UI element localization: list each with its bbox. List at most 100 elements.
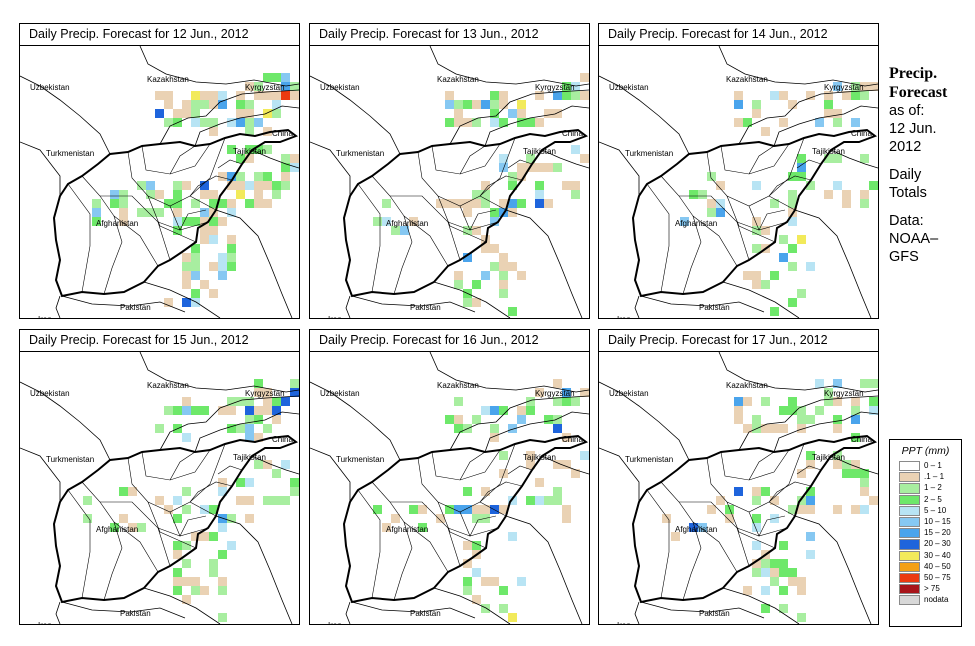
precip-cell <box>788 172 797 181</box>
country-label-uzbekistan: Uzbekistan <box>30 83 70 92</box>
precip-cell <box>562 91 571 100</box>
precip-cell <box>499 469 508 478</box>
precip-cell <box>472 100 481 109</box>
precip-cell <box>191 577 200 586</box>
precip-cell <box>851 397 860 406</box>
country-label-china: China <box>272 129 293 138</box>
precip-cell <box>463 559 472 568</box>
province-border <box>479 481 523 503</box>
province-border <box>679 501 750 567</box>
precip-cell <box>553 379 562 388</box>
precip-cell <box>526 397 535 406</box>
province-border <box>371 175 413 295</box>
precip-cell <box>869 406 878 415</box>
precip-cell <box>526 496 535 505</box>
precip-cell <box>227 208 236 217</box>
precip-cell <box>797 577 806 586</box>
country-label-kazakhstan: Kazakhstan <box>437 381 479 390</box>
precip-cell <box>788 100 797 109</box>
precip-cell <box>517 109 526 118</box>
precip-cell <box>752 226 761 235</box>
precip-cell <box>191 406 200 415</box>
precip-cell <box>508 262 517 271</box>
precip-cell <box>788 262 797 271</box>
afghanistan-border <box>342 128 589 298</box>
sidebar-title-line1: Precip. <box>889 65 938 82</box>
precip-cell <box>752 217 761 226</box>
precip-cell <box>779 568 788 577</box>
country-border <box>505 209 583 318</box>
precip-cell <box>797 154 806 163</box>
precip-cell <box>499 253 508 262</box>
precip-cell <box>236 496 245 505</box>
precip-cell <box>833 415 842 424</box>
precip-cell <box>508 424 517 433</box>
precip-cell <box>218 199 227 208</box>
precip-cell <box>806 460 815 469</box>
precip-cell <box>833 397 842 406</box>
data-label-line3: GFS <box>889 249 919 265</box>
country-label-turkmenistan: Turkmenistan <box>46 455 94 464</box>
province-border <box>507 159 533 169</box>
precip-cell <box>391 226 400 235</box>
precip-cell <box>254 91 263 100</box>
precip-cell <box>191 244 200 253</box>
precip-cell <box>463 253 472 262</box>
precip-cell <box>254 388 263 397</box>
precip-cell <box>499 118 508 127</box>
precip-cell <box>481 505 490 514</box>
forecast-panel-3: Daily Precip. Forecast for 14 Jun., 2012… <box>598 23 879 319</box>
precip-cell <box>245 478 254 487</box>
precip-cell <box>119 514 128 523</box>
precip-cell <box>517 100 526 109</box>
precip-cell <box>263 397 272 406</box>
precip-cell <box>734 100 743 109</box>
precip-cell <box>245 397 254 406</box>
precip-cell <box>544 415 553 424</box>
country-label-tajikistan: Tajikistan <box>523 147 556 156</box>
precip-cell <box>707 199 716 208</box>
precip-cell <box>272 100 281 109</box>
precip-cell <box>553 397 562 406</box>
country-label-iran: Iran <box>328 621 342 624</box>
precip-cell <box>263 199 272 208</box>
precip-cell <box>517 118 526 127</box>
precip-cell <box>146 208 155 217</box>
precip-map: Uzbekistan Kazakhstan Kyrgyzstan Turkmenist… <box>20 46 299 318</box>
country-label-turkmenistan: Turkmenistan <box>46 149 94 158</box>
precip-cell <box>499 406 508 415</box>
precip-cell <box>472 199 481 208</box>
precip-cell <box>209 127 218 136</box>
precip-cell <box>788 190 797 199</box>
precip-cell <box>245 127 254 136</box>
legend-row: 0 – 1 <box>890 461 961 472</box>
legend-swatch <box>899 516 920 528</box>
province-border <box>479 501 507 517</box>
precip-cell <box>445 100 454 109</box>
precip-cell <box>851 406 860 415</box>
precip-cell <box>797 235 806 244</box>
precip-cell <box>797 172 806 181</box>
province-border <box>147 195 197 243</box>
precip-cell <box>752 487 761 496</box>
precip-cell <box>119 190 128 199</box>
precip-cell <box>833 460 842 469</box>
precip-cell <box>191 271 200 280</box>
precip-cell <box>544 199 553 208</box>
precip-cell <box>761 604 770 613</box>
precip-cell <box>571 469 580 478</box>
precip-cell <box>481 577 490 586</box>
precip-cell <box>272 109 281 118</box>
precip-cell <box>155 190 164 199</box>
precip-cell <box>263 496 272 505</box>
precip-cell <box>526 460 535 469</box>
province-border <box>431 143 501 175</box>
province-border <box>141 449 211 481</box>
province-border <box>796 465 822 475</box>
province-border <box>720 143 790 175</box>
country-label-iran: Iran <box>328 315 342 318</box>
province-border <box>437 195 487 243</box>
precip-cell <box>860 469 869 478</box>
precip-cell <box>218 577 227 586</box>
precip-cell <box>851 415 860 424</box>
